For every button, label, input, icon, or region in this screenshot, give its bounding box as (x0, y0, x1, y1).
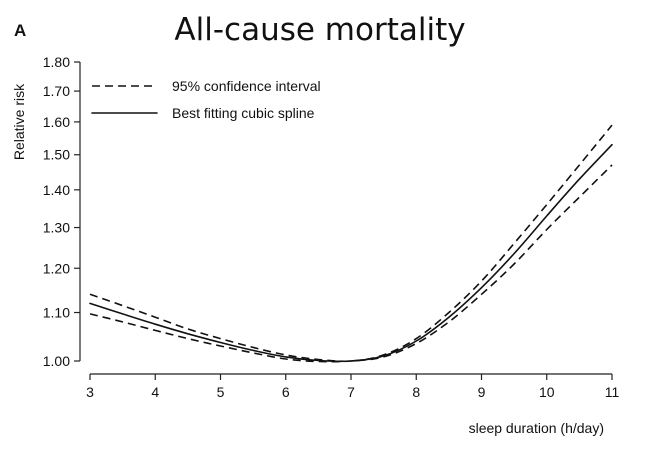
x-tick-label: 7 (347, 384, 355, 400)
x-tick-label: 6 (282, 384, 290, 400)
y-tick-label: 1.80 (43, 54, 70, 70)
y-axis-label: Relative risk (11, 83, 27, 160)
y-tick-label: 1.10 (43, 305, 70, 321)
plot-series (89, 124, 613, 363)
legend: 95% confidence interval Best fitting cub… (91, 78, 321, 121)
x-tick-label: 9 (478, 384, 486, 400)
legend-label-spline: Best fitting cubic spline (172, 105, 315, 121)
x-tick-label: 11 (605, 384, 620, 400)
chart-title: All-cause mortality (174, 12, 465, 48)
x-tick-label: 5 (217, 384, 225, 400)
x-tick-label: 10 (539, 384, 555, 400)
y-tick-label: 1.30 (43, 220, 70, 236)
legend-label-ci: 95% confidence interval (172, 78, 321, 94)
y-tick-label: 1.70 (43, 83, 70, 99)
x-tick-label: 8 (412, 384, 420, 400)
series-spline (89, 143, 613, 363)
y-tick-label: 1.40 (43, 182, 70, 198)
series-ci-lower (89, 164, 613, 363)
axes: 1.00 1.10 1.20 1.30 1.40 1.50 1.60 1.70 1.80 3 4 5 6… (43, 54, 620, 400)
y-tick-label: 1.00 (43, 353, 70, 369)
x-tick-label: 4 (151, 384, 159, 400)
x-tick-label: 3 (86, 384, 94, 400)
y-tick-label: 1.20 (43, 260, 70, 276)
y-tick-label: 1.60 (43, 114, 70, 130)
series-ci-upper (89, 124, 613, 363)
y-tick-label: 1.50 (43, 147, 70, 163)
panel-label: A (14, 21, 26, 40)
x-axis-label: sleep duration (h/day) (469, 420, 604, 436)
